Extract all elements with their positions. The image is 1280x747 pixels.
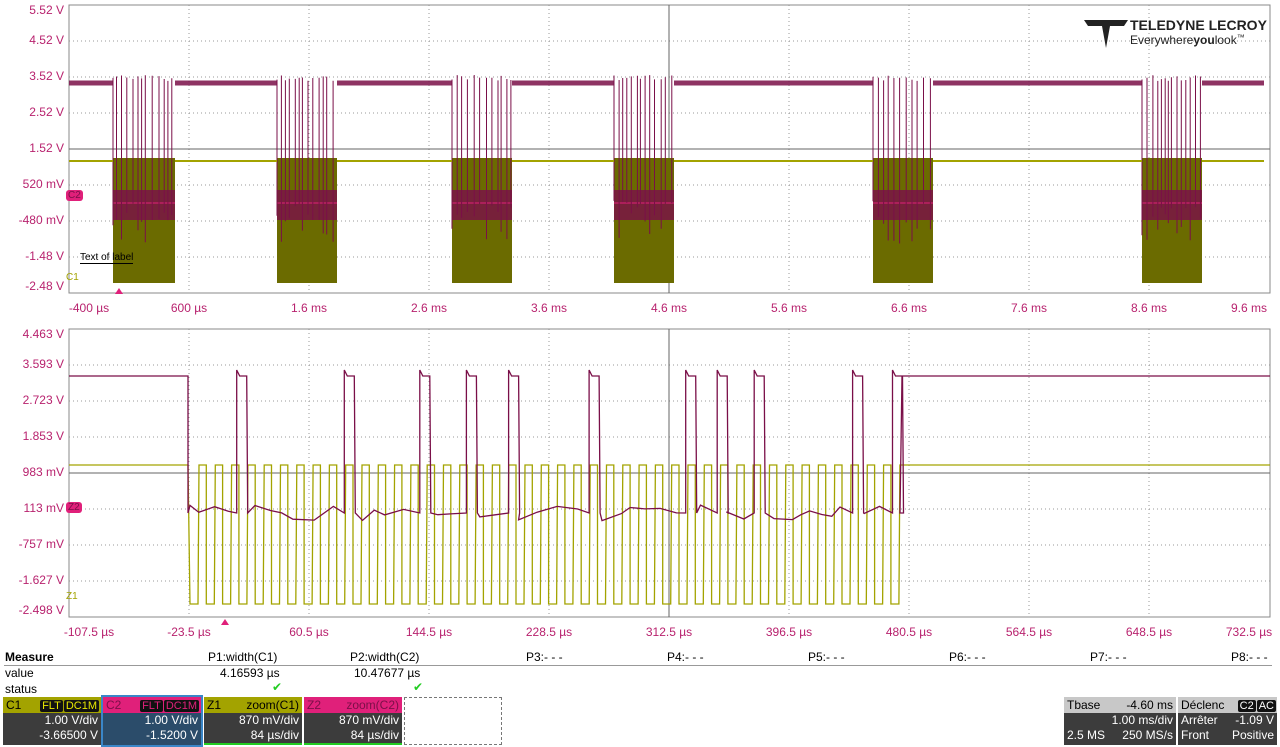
top-x-label: 7.6 ms [1010,301,1048,315]
bottom-y-label: 2.723 V [22,393,64,407]
c2-burst [452,190,512,220]
top-x-label: 6.6 ms [890,301,928,315]
param-p7[interactable]: P7:- - - [1090,650,1127,664]
z2-offset-marker[interactable]: Z2 [66,502,82,513]
top-x-label: 8.6 ms [1130,301,1168,315]
top-y-label: 520 mV [22,177,64,191]
param-p1[interactable]: P1:width(C1) [208,650,278,664]
waveform-display[interactable] [0,0,1280,640]
param-p8[interactable]: P8:- - - [1231,650,1268,664]
c1-burst [614,158,674,283]
c1-burst [452,158,512,283]
c2-offset-marker[interactable]: C2 [66,190,83,201]
top-y-label: -480 mV [18,213,64,227]
bottom-x-label: 60.5 µs [289,625,329,639]
trigger-descriptor[interactable]: Déclenc C2 AC Arrêter -1.09 V Front Positive [1178,697,1277,745]
z2-trace [69,369,1270,522]
measure-table: Measure value status P1:width(C1) 4.1659… [0,648,1280,696]
c2-burst [1142,190,1202,220]
c2-burst-edges [613,75,673,238]
c2-burst-edges [872,75,931,244]
bottom-x-label: -23.5 µs [167,625,211,639]
c2-burst-edges [451,75,512,240]
bottom-y-label: 4.463 V [22,327,64,341]
zoom-z1-descriptor[interactable]: Z1 zoom(C1) 870 mV/div 84 µs/div [204,697,302,745]
c1-burst [277,158,337,283]
zoom-z2-descriptor[interactable]: Z2 zoom(C2) 870 mV/div 84 µs/div [304,697,402,745]
param-p1-value: 4.16593 µs [220,666,280,680]
top-y-label: -1.48 V [25,249,64,263]
bottom-x-label: 480.5 µs [885,625,933,639]
bottom-y-label: -1.627 V [18,573,64,587]
timebase-descriptor[interactable]: Tbase -4.60 ms 1.00 ms/div 2.5 MS 250 MS/s [1064,697,1176,745]
bottom-y-label: 983 mV [22,465,64,479]
c2-burst-edges [112,75,173,243]
bottom-x-label: 396.5 µs [765,625,813,639]
c1-burst [1142,158,1202,283]
c2-burst-edges [1141,75,1201,241]
bottom-x-label: 144.5 µs [405,625,453,639]
top-x-label: 9.6 ms [1230,301,1268,315]
top-x-label: 3.6 ms [530,301,568,315]
top-x-label: 600 µs [170,301,208,315]
top-y-label: -2.48 V [25,279,64,293]
param-p5[interactable]: P5:- - - [808,650,845,664]
top-y-label: 4.52 V [29,33,64,47]
top-y-label: 5.52 V [29,3,64,17]
top-x-label: 1.6 ms [290,301,328,315]
c1-offset-marker[interactable]: C1 [66,272,79,283]
top-y-label: 1.52 V [29,141,64,155]
top-y-label: 3.52 V [29,69,64,83]
z1-trace [69,464,1270,605]
bottom-x-label: 564.5 µs [1005,625,1053,639]
param-p1-status-check-icon: ✔ [272,680,283,694]
top-x-label: 4.6 ms [650,301,688,315]
bottom-y-label: 1.853 V [22,429,64,443]
c2-burst-edges [276,75,334,242]
bottom-y-label: -757 mV [18,537,64,551]
logo-tagline: Everywhereyoulook™ [1130,33,1245,47]
bottom-x-label: -107.5 µs [63,625,115,639]
channel-c1-descriptor[interactable]: C1 FLT DC1M 1.00 V/div -3.66500 V [3,697,101,745]
bottom-y-label: 3.593 V [22,357,64,371]
trigger-position-marker [115,288,123,294]
bottom-x-label: 312.5 µs [645,625,693,639]
measure-title: Measure [5,650,54,664]
value-row-label: value [5,666,34,680]
status-row-label: status [5,682,38,696]
channel-c2-descriptor[interactable]: C2 FLT DC1M 1.00 V/div -1.5200 V [101,695,203,747]
top-x-label: -400 µs [68,301,110,315]
logo-brand: TELEDYNE LECROY [1130,17,1267,33]
bottom-x-label: 732.5 µs [1225,625,1273,639]
c2-burst [113,190,175,220]
param-p6[interactable]: P6:- - - [949,650,986,664]
z1-offset-marker[interactable]: Z1 [66,591,78,602]
top-x-label: 2.6 ms [410,301,448,315]
param-p2-value: 10.47677 µs [354,666,421,680]
top-x-label: 5.6 ms [770,301,808,315]
top-y-label: 2.52 V [29,105,64,119]
param-p2[interactable]: P2:width(C2) [350,650,420,664]
waveform-label[interactable]: Text of label [80,252,134,264]
teledyne-lecroy-logo: TELEDYNE LECROY Everywhereyoulook™ [1084,16,1274,50]
c2-burst [277,190,337,220]
param-p4[interactable]: P4:- - - [667,650,704,664]
empty-descriptor-slot[interactable] [404,697,502,745]
param-p3[interactable]: P3:- - - [526,650,563,664]
param-p2-status-check-icon: ✔ [413,680,424,694]
c2-burst [614,190,674,220]
bottom-y-label: -2.498 V [18,603,64,617]
bottom-x-label: 228.5 µs [525,625,573,639]
logo-icon [1084,20,1128,48]
c1-burst [113,158,175,283]
bottom-x-label: 648.5 µs [1125,625,1173,639]
bottom-y-label: 113 mV [23,501,64,515]
zoom-trigger-marker [221,619,229,625]
